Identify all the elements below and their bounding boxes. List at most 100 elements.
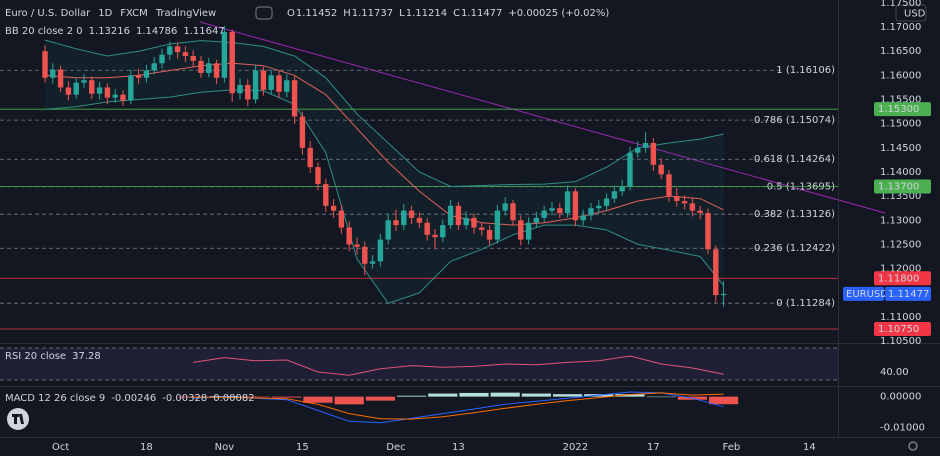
candle-body: [572, 191, 579, 221]
candle-body: [510, 203, 516, 221]
candle-body: [252, 70, 259, 100]
band-line: [44, 62, 724, 226]
candle-body: [393, 220, 399, 226]
candle-body: [408, 210, 415, 218]
ohlc-value: 1.11477: [461, 8, 502, 19]
candle-body: [338, 210, 345, 228]
candle-body: [424, 222, 430, 235]
currency[interactable]: USD: [904, 9, 926, 20]
candle-body: [291, 80, 298, 117]
candle-body: [96, 87, 103, 94]
indicator-name: BB 20 close 2 0: [5, 26, 83, 37]
x-tick-label: 18: [140, 442, 153, 453]
candle-body: [206, 63, 212, 73]
candle-body: [580, 215, 586, 221]
histogram-bar: [334, 396, 364, 405]
logo-circle: [7, 408, 29, 430]
currency-button[interactable]: [895, 4, 927, 22]
candle-body: [369, 261, 376, 264]
candle-body: [190, 56, 196, 61]
candle-body: [135, 75, 142, 78]
candle-body: [447, 205, 454, 226]
y-tick-label: 0.00000: [880, 392, 921, 403]
settings-icons[interactable]: [255, 6, 273, 20]
y-tick-label: 1.14000: [880, 167, 921, 178]
x-tick-label: 17: [647, 442, 660, 453]
band-line: [44, 39, 724, 188]
rsi-band: [0, 348, 838, 380]
candle-body: [479, 227, 485, 230]
candle-body: [627, 152, 633, 187]
symbol-badge: [843, 286, 884, 301]
candle-body: [713, 249, 719, 296]
tv-logo: [7, 408, 29, 430]
candle-body: [174, 46, 181, 53]
candle-body: [198, 60, 204, 73]
candle-body: [650, 142, 657, 165]
candle-body: [42, 51, 48, 78]
trend-line: [199, 21, 886, 214]
ohlc-value: 1.11452: [296, 8, 337, 19]
candle-body: [681, 200, 688, 204]
y-tick-label: 1.12000: [880, 264, 921, 275]
fib-label: 0.382 (1.13126): [754, 209, 835, 220]
change: +0.00025 (+0.02%): [508, 8, 609, 19]
ohlc-letter: L: [399, 8, 405, 19]
band-fill: [45, 40, 724, 304]
histogram-bar: [303, 396, 333, 403]
interval: 1D: [98, 8, 112, 19]
candle-body: [221, 31, 228, 78]
candle-body: [455, 205, 462, 226]
x-tick-label: Oct: [52, 442, 69, 453]
candle-body: [377, 239, 384, 262]
indicator-name: RSI 20 close: [5, 351, 66, 362]
settings-gear[interactable]: [908, 441, 918, 451]
candle-body: [666, 174, 672, 197]
candle-body: [315, 167, 321, 185]
candle-body: [89, 80, 95, 94]
candle-body: [65, 87, 72, 95]
histogram-bar: [490, 392, 520, 397]
candle-body: [564, 191, 571, 214]
x-tick-label: 14: [803, 442, 816, 453]
histogram-bar: [521, 393, 551, 397]
candle-body: [362, 246, 368, 264]
candle-body: [276, 75, 282, 92]
candle-body: [50, 69, 56, 78]
x-tick-label: 13: [452, 442, 465, 453]
candle-body: [284, 80, 290, 92]
rsi-line: [193, 355, 724, 376]
y-tick-label: 1.17000: [880, 22, 921, 33]
histogram-bar: [428, 393, 458, 397]
candle-body: [346, 227, 352, 245]
candle-body: [674, 196, 680, 201]
y-tick-label: 1.14500: [880, 143, 921, 154]
indicator-value: 1.13216: [89, 26, 130, 37]
indicator-value: -0.00246: [111, 393, 156, 404]
level-badge: [874, 321, 931, 336]
y-tick-label: 1.15000: [880, 119, 921, 130]
candle-body: [57, 69, 64, 88]
level-label: 1.13700: [878, 181, 919, 192]
candle-body: [128, 75, 134, 101]
fib-label: 0 (1.11284): [776, 298, 835, 309]
level-label: 1.15300: [878, 104, 919, 115]
candle-body: [416, 217, 423, 223]
candle-body: [705, 213, 711, 250]
band-line: [44, 89, 724, 304]
indicator-value: 37.28: [72, 351, 101, 362]
level-label: 1.10750: [878, 324, 919, 335]
price-label: 1.11477: [888, 289, 929, 300]
ohlc-letter: O: [287, 8, 295, 19]
y-tick-label: -0.01000: [880, 422, 925, 433]
histogram-bar: [646, 396, 676, 398]
candle-body: [635, 147, 641, 153]
y-tick-label: 1.12500: [880, 239, 921, 250]
candle-body: [557, 208, 563, 214]
candle-body: [486, 229, 493, 240]
ohlc-letter: H: [343, 8, 351, 19]
visibility-icon[interactable]: [255, 6, 273, 20]
y-tick-label: 1.11000: [880, 312, 921, 323]
